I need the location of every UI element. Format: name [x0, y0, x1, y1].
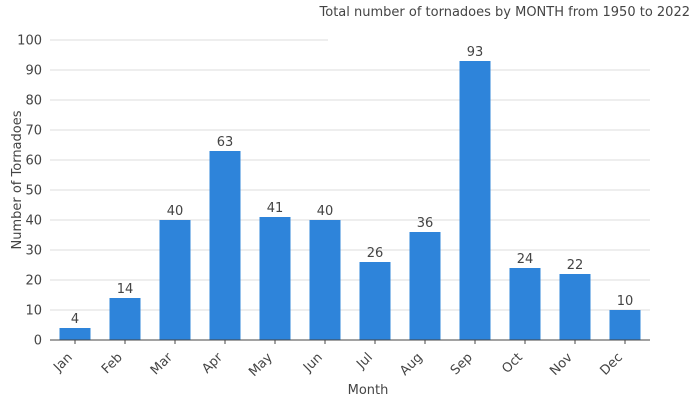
x-tick-label: Apr [199, 350, 226, 377]
x-tick-label: Dec [597, 350, 625, 378]
y-tick-label: 40 [25, 214, 42, 229]
y-axis-label: Number of Tornadoes [10, 110, 25, 249]
y-axis-ticks: 0 10 20 30 40 50 60 70 80 90 100 [17, 34, 42, 349]
x-tick-label: Sep [448, 350, 476, 378]
bar-value-label: 40 [167, 204, 184, 219]
gridlines [50, 39, 650, 311]
bar-mar [159, 220, 191, 340]
bar-value-label: 40 [317, 204, 334, 219]
bar-jul [359, 262, 391, 340]
bar-dec [609, 310, 641, 340]
chart-title: Total number of tornadoes by MONTH from … [319, 5, 690, 20]
bar-feb [109, 298, 141, 340]
x-tick-label: Jan [50, 350, 75, 375]
x-tick-label: Nov [547, 350, 576, 379]
y-tick-label: 10 [25, 304, 42, 319]
bar-value-label: 14 [117, 282, 134, 297]
x-tick-label: Jun [300, 350, 326, 376]
y-tick-label: 60 [25, 154, 42, 169]
bar-value-label: 41 [267, 201, 284, 216]
bar-value-label: 36 [417, 216, 434, 231]
x-tick-label: Oct [499, 350, 526, 377]
x-tick-label: Jul [353, 350, 375, 372]
x-axis-ticks: Jan Feb Mar Apr May Jun Jul Aug Sep Oct Nov Dec [50, 340, 626, 380]
bar-value-label: 10 [617, 294, 634, 309]
bar-apr [209, 151, 241, 340]
bar-value-label: 93 [467, 45, 484, 60]
y-tick-label: 50 [25, 184, 42, 199]
y-tick-label: 100 [17, 34, 42, 49]
bar-value-label: 26 [367, 246, 384, 261]
y-tick-label: 70 [25, 124, 42, 139]
bar-sep [459, 61, 491, 340]
bar-value-label: 24 [517, 252, 534, 267]
bar-oct [509, 268, 541, 340]
y-tick-label: 80 [25, 94, 42, 109]
bar-value-labels: 4 14 40 63 41 40 26 36 93 24 22 10 [71, 45, 633, 327]
bar-may [259, 217, 291, 340]
bars [59, 61, 641, 340]
y-tick-label: 0 [34, 334, 42, 349]
x-tick-label: Aug [397, 350, 426, 379]
bar-jan [59, 328, 91, 340]
bar-value-label: 4 [71, 312, 79, 327]
x-axis-label: Month [348, 383, 389, 398]
bar-value-label: 63 [217, 135, 234, 150]
x-tick-label: May [246, 350, 276, 380]
bar-aug [409, 232, 441, 340]
x-tick-label: Feb [99, 350, 126, 377]
bar-jun [309, 220, 341, 340]
y-tick-label: 20 [25, 274, 42, 289]
bar-nov [559, 274, 591, 340]
y-tick-label: 90 [25, 64, 42, 79]
bar-value-label: 22 [567, 258, 584, 273]
y-tick-label: 30 [25, 244, 42, 259]
x-tick-label: Mar [148, 350, 176, 378]
